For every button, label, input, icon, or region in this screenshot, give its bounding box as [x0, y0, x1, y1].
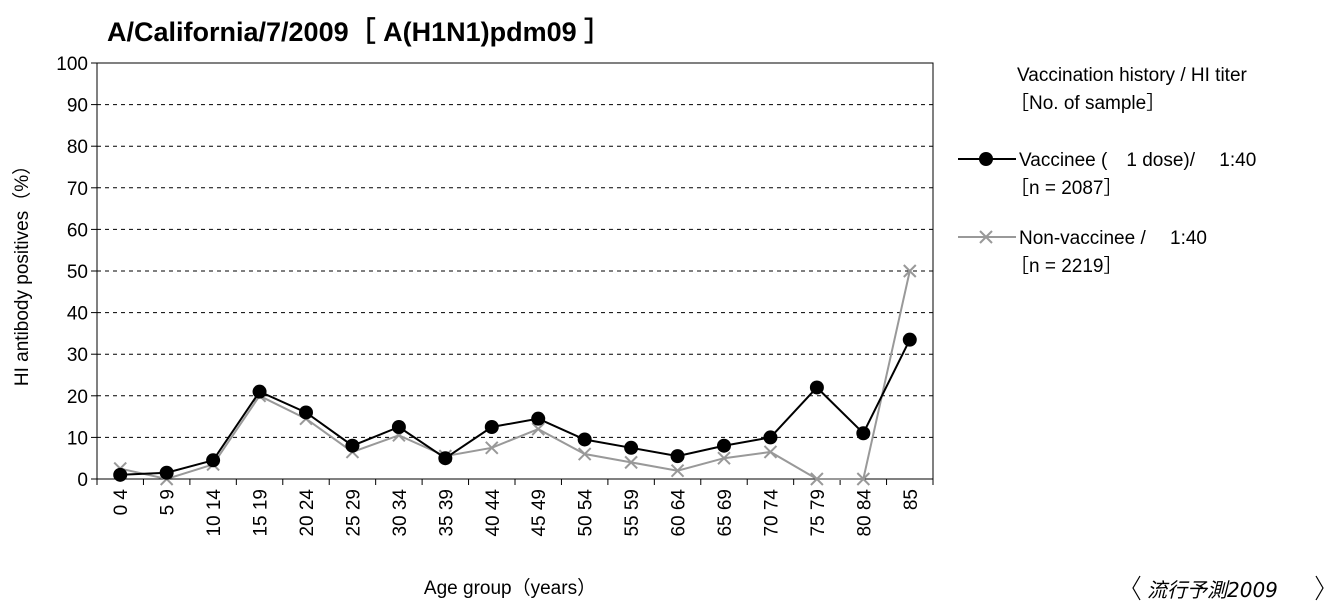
series-0-point-0: [113, 467, 128, 482]
series-0-point-10: [577, 432, 592, 447]
gridlines: [97, 104, 933, 438]
y-tick-label-0: 0: [77, 470, 88, 491]
x-tick-label-11: 55 59: [622, 489, 643, 537]
legend-title-line1: Vaccination history / HI titer: [1017, 65, 1248, 86]
series-1-point-17: [903, 264, 917, 278]
series-0-point-7: [438, 451, 453, 466]
y-tick-label-5: 50: [67, 262, 88, 283]
series-0-point-17: [902, 332, 917, 347]
x-tick-label-7: 35 39: [436, 489, 457, 537]
x-axis-ticks: 0 4 5 9 10 14 15 19 20 24 25 29 30 34 35 39 40 4…: [96, 479, 934, 537]
legend-nonvaccinee-count: ［n = 2219］: [1010, 255, 1123, 277]
legend-vaccinee-label: Vaccinee ( 1 dose)/ 1:40: [1019, 150, 1256, 171]
y-axis-label: HI antibody positives（%）: [11, 156, 33, 386]
series-0-point-5: [345, 438, 360, 453]
series-1-point-11: [624, 455, 638, 470]
series-0-point-14: [763, 430, 778, 445]
series-0-point-11: [624, 440, 639, 455]
x-tick-label-13: 65 69: [715, 489, 736, 537]
series-0-point-1: [159, 465, 174, 480]
y-tick-label-10: 100: [56, 54, 88, 75]
x-axis-label: Age group（years）: [424, 577, 596, 599]
x-tick-label-4: 20 24: [297, 489, 318, 537]
series-1-point-9: [531, 422, 545, 436]
series-1-point-10: [577, 447, 592, 461]
y-axis-ticks: 0 10 20 30 40 50 60 70 80 90 100: [56, 54, 97, 491]
series-0-point-2: [206, 453, 221, 468]
series-0-point-6: [391, 420, 406, 434]
series-1-point-8: [485, 441, 499, 455]
series-0-point-12: [670, 449, 685, 464]
y-tick-label-7: 70: [67, 179, 88, 200]
y-tick-label-3: 30: [67, 345, 88, 366]
x-tick-label-0: 0 4: [111, 489, 132, 516]
x-tick-label-17: 85: [901, 489, 922, 510]
x-tick-label-14: 70 74: [761, 489, 782, 537]
x-tick-label-15: 75 79: [808, 489, 829, 537]
x-tick-label-2: 10 14: [204, 489, 225, 537]
watermark: 流行予測2009: [1132, 575, 1324, 601]
y-tick-label-9: 90: [67, 96, 88, 117]
series-0-point-15: [809, 380, 824, 395]
legend-nonvaccinee-label: Non-vaccinee / 1:40: [1019, 228, 1207, 249]
y-tick-label-6: 60: [67, 220, 88, 241]
legend-vaccinee-marker: [979, 152, 993, 166]
series-1-point-14: [763, 445, 778, 459]
x-tick-label-10: 50 54: [576, 489, 597, 537]
series-0-point-3: [252, 384, 267, 399]
series-1-point-12: [670, 463, 685, 478]
x-tick-label-3: 15 19: [251, 489, 272, 537]
x-tick-label-16: 80 84: [854, 489, 875, 537]
x-tick-label-6: 30 34: [390, 489, 411, 537]
legend: Vaccination history / HI titer ［No. of s…: [958, 65, 1256, 277]
legend-nonvaccinee-marker: [979, 230, 993, 244]
series-group: [113, 264, 917, 486]
series-1-point-15: [810, 472, 824, 486]
x-tick-label-9: 45 49: [529, 489, 550, 537]
series-1-point-16: [856, 472, 871, 486]
x-tick-label-12: 60 64: [669, 489, 690, 537]
chart-title: A/California/7/2009［ A(H1N1)pdm09 ］: [107, 17, 611, 47]
y-tick-label-2: 20: [67, 387, 88, 408]
series-0-point-13: [717, 438, 731, 453]
watermark-text: 流行予測2009: [1147, 578, 1278, 601]
x-tick-label-5: 25 29: [343, 489, 364, 537]
y-tick-label-1: 10: [67, 428, 88, 449]
legend-title-line2: ［No. of sample］: [1010, 92, 1165, 114]
series-0-point-9: [531, 411, 546, 426]
legend-vaccinee-count: ［n = 2087］: [1010, 177, 1123, 199]
series-0-point-4: [299, 405, 313, 420]
y-tick-label-8: 80: [67, 137, 88, 158]
series-1-line: [120, 270, 911, 481]
y-tick-label-4: 40: [67, 304, 88, 325]
x-tick-label-1: 5 9: [158, 489, 179, 515]
series-0-line: [120, 339, 911, 476]
x-tick-label-8: 40 44: [483, 489, 504, 537]
series-0-point-8: [484, 420, 499, 434]
series-0-point-16: [856, 426, 871, 441]
series-1-point-13: [717, 451, 731, 465]
